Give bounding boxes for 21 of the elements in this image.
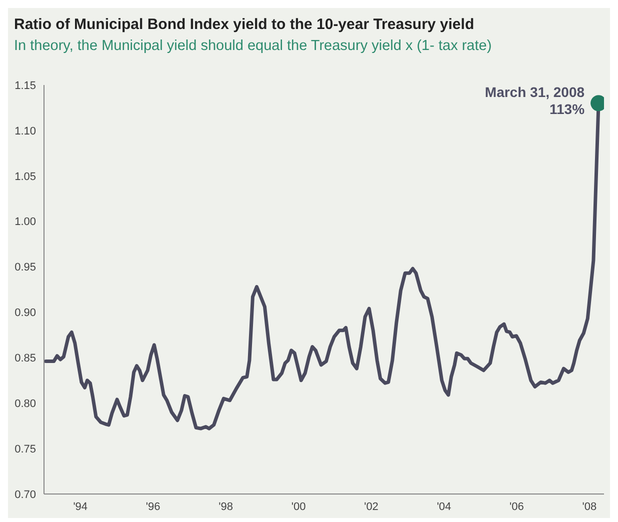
- chart-subtitle: In theory, the Municipal yield should equal the Treasury yield x (1- tax rate): [14, 38, 493, 54]
- y-tick-label: 1.00: [14, 216, 36, 228]
- x-tick-label: '08: [582, 500, 597, 513]
- x-tick-label: '98: [218, 500, 233, 513]
- y-tick-label: 0.75: [14, 443, 36, 456]
- y-tick-label: 0.90: [14, 307, 36, 320]
- annotation: March 31, 2008 113%: [484, 84, 586, 118]
- x-tick-label: '94: [73, 500, 88, 513]
- y-tick-label: 1.05: [14, 170, 36, 183]
- x-tick-label: '04: [436, 500, 452, 513]
- x-tick-label: '02: [364, 500, 378, 513]
- y-tick-label: 0.85: [14, 352, 36, 365]
- x-tick-label: '96: [146, 500, 160, 513]
- y-tick-label: 1.15: [14, 80, 36, 92]
- y-tick-label: 0.95: [14, 262, 36, 274]
- x-tick-label: '06: [510, 500, 524, 513]
- x-tick-label: '00: [291, 500, 306, 513]
- y-tick-label: 0.80: [14, 398, 36, 410]
- y-tick-label: 1.10: [14, 125, 36, 138]
- chart-title: Ratio of Municipal Bond Index yield to the 10-year Treasury yield: [14, 16, 476, 33]
- y-tick-label: 0.70: [14, 488, 36, 501]
